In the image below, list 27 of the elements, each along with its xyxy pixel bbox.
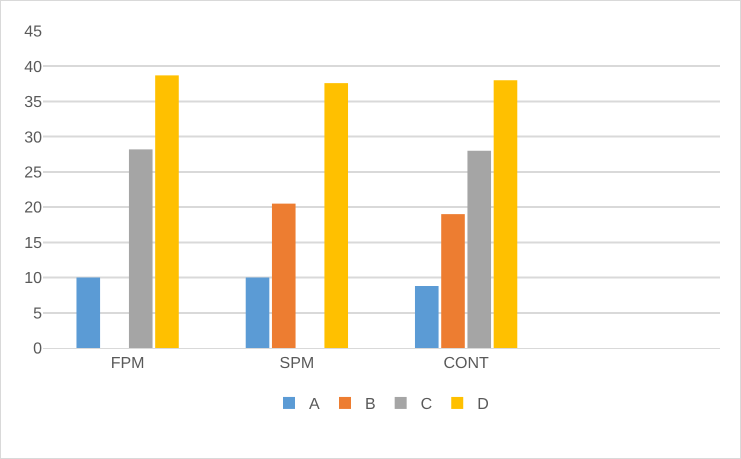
bar [246, 278, 270, 348]
y-tick-label: 35 [24, 94, 42, 112]
bar [441, 214, 465, 348]
y-tick-label: 25 [24, 164, 42, 182]
bar [467, 150, 492, 348]
bar [128, 149, 153, 348]
bar [494, 80, 518, 348]
bar [324, 83, 348, 348]
legend-label: B [365, 396, 376, 414]
y-tick-label: 45 [24, 24, 42, 41]
x-tick-label: FPM [110, 355, 145, 372]
bar [272, 204, 296, 348]
legend-label: D [477, 396, 489, 414]
y-tick-label: 0 [33, 340, 42, 358]
bar [155, 75, 179, 348]
bar [414, 286, 439, 348]
y-tick-label: 15 [24, 234, 42, 252]
y-tick-label: 10 [24, 270, 42, 288]
x-tick-label: SPM [280, 355, 314, 372]
legend-label: C [420, 396, 432, 414]
y-tick-label: 5 [33, 305, 42, 322]
y-tick-label: 40 [24, 58, 42, 76]
y-tick-label: 30 [24, 129, 42, 146]
legend-label: A [309, 396, 320, 414]
x-tick-label: CONT [443, 355, 490, 372]
bar [76, 278, 100, 348]
y-tick-label: 20 [24, 200, 42, 217]
